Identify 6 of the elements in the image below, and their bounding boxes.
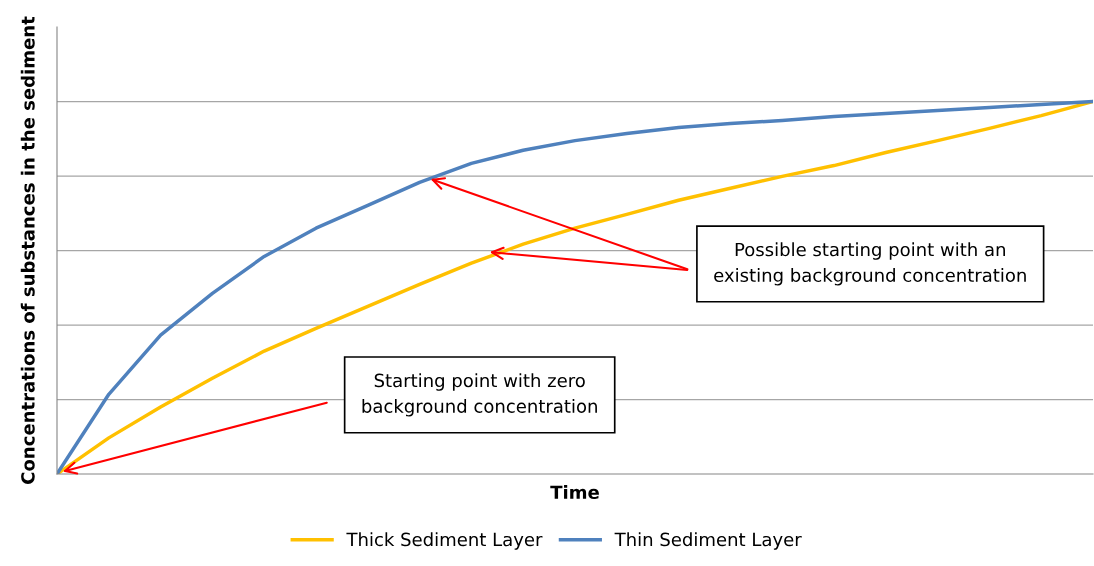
annotation: Starting point with zero background concentration [362,373,597,417]
legend-label: Thin Sediment Layer [614,532,802,550]
legend-label: Thick Sediment Layer [346,532,543,550]
y-axis-title: Concentrations of substances in the sediment [20,16,35,484]
x-axis-title: Time [550,485,599,500]
annotation: Possible starting point with an existing background concentration [714,242,1026,286]
